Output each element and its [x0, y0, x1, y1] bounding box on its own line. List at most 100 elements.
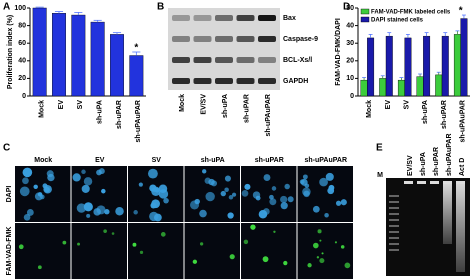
cell: [86, 213, 91, 218]
blot-band: [258, 15, 276, 21]
y-axis-label: FAM-VAD-FMK/DAPI: [335, 18, 342, 86]
cell: [47, 173, 55, 182]
cell: [77, 242, 81, 246]
micrograph: [297, 223, 353, 279]
blot-band: [258, 57, 276, 63]
blot-band: [172, 78, 190, 84]
blot-band: [236, 78, 255, 84]
y-tick-label: 20: [346, 58, 354, 65]
x-tick-label: sh-uPAR: [441, 100, 448, 129]
band-label: GAPDH: [283, 78, 308, 85]
cell: [263, 174, 271, 181]
cell: [335, 200, 342, 206]
cell: [227, 212, 234, 219]
cell: [153, 213, 162, 222]
annotation: *: [459, 6, 463, 17]
micrograph: [184, 223, 240, 279]
blot-band: [258, 78, 276, 84]
x-tick-label: SV: [404, 100, 411, 110]
cell: [273, 230, 276, 233]
lane-label: sh-uPAuPAR: [265, 94, 272, 137]
lane-label: sh-uPAR: [243, 94, 250, 123]
x-tick-label: EV: [385, 100, 392, 110]
gel-well: [417, 181, 426, 184]
column-label: SV: [152, 157, 162, 164]
cell: [204, 177, 211, 184]
cell: [262, 256, 269, 263]
bar: [129, 55, 144, 97]
y-tick-label: 80: [18, 22, 26, 29]
cell: [313, 242, 319, 249]
cell: [43, 185, 52, 194]
lane-label: Act D: [459, 158, 466, 176]
cell: [302, 174, 308, 180]
blot-band: [193, 15, 212, 21]
cell: [324, 213, 329, 218]
cell: [316, 256, 320, 259]
cell: [199, 242, 204, 246]
cell: [96, 205, 106, 215]
cell: [271, 186, 277, 191]
bar: [379, 78, 387, 97]
bar: [441, 35, 449, 97]
cell: [283, 260, 288, 266]
cell: [205, 191, 215, 202]
cell: [344, 262, 351, 269]
bar: [367, 37, 375, 97]
lane-label: sh-uPAR: [433, 147, 440, 176]
column-label: sh-uPAuPAR: [304, 157, 347, 164]
lane-label: EV/SV: [200, 94, 207, 115]
x-tick-label: sh-uPA: [97, 100, 104, 124]
bar: [71, 14, 86, 97]
cell: [81, 169, 86, 175]
cell: [302, 187, 311, 197]
cell: [304, 183, 310, 189]
column-label: EV: [95, 157, 105, 164]
lane-label: sh-uPAuPAR: [446, 133, 453, 176]
cell: [22, 167, 33, 178]
cell: [158, 184, 168, 194]
band-label: Bax: [283, 15, 296, 22]
cell: [210, 180, 218, 187]
lane-label: sh-uPA: [222, 94, 229, 118]
cell: [37, 265, 42, 270]
y-axis-label: Proliferation index (%): [7, 15, 14, 89]
x-tick-label: sh-uPAuPAR: [135, 100, 142, 143]
bar: [423, 35, 431, 97]
cell: [133, 210, 138, 215]
cell: [104, 209, 110, 215]
blot-band: [236, 15, 255, 21]
x-tick-label: sh-uPAuPAR: [460, 100, 467, 143]
blot-band: [193, 57, 212, 63]
band-label: BCL-Xs/l: [283, 57, 312, 64]
blot-band: [215, 57, 233, 63]
cell: [220, 190, 226, 197]
x-tick-label: Mock: [366, 100, 373, 118]
cell: [231, 192, 237, 197]
cell: [334, 241, 337, 244]
cell: [192, 259, 198, 264]
row-label: FAM-VAD-FMK: [6, 227, 13, 276]
y-tick-label: 50: [346, 5, 354, 12]
panel-label: E: [376, 143, 383, 154]
cell: [340, 245, 345, 249]
blot-band: [236, 57, 255, 63]
blot-band: [215, 36, 233, 42]
cell: [62, 240, 67, 245]
column-label: Mock: [34, 157, 52, 164]
legend-swatch: [360, 16, 370, 23]
gel-smear: [443, 184, 452, 244]
cell: [317, 229, 322, 234]
y-tick-label: 30: [346, 40, 354, 47]
micrograph: [71, 223, 127, 279]
cell: [147, 168, 158, 179]
cell: [321, 252, 324, 255]
blot-membrane: [168, 8, 280, 90]
cell: [280, 195, 288, 204]
bar: [416, 76, 424, 97]
blot-band: [215, 15, 233, 21]
gel-well: [443, 181, 452, 184]
cell: [202, 169, 207, 174]
gel-well: [404, 181, 413, 184]
cell: [163, 197, 169, 204]
